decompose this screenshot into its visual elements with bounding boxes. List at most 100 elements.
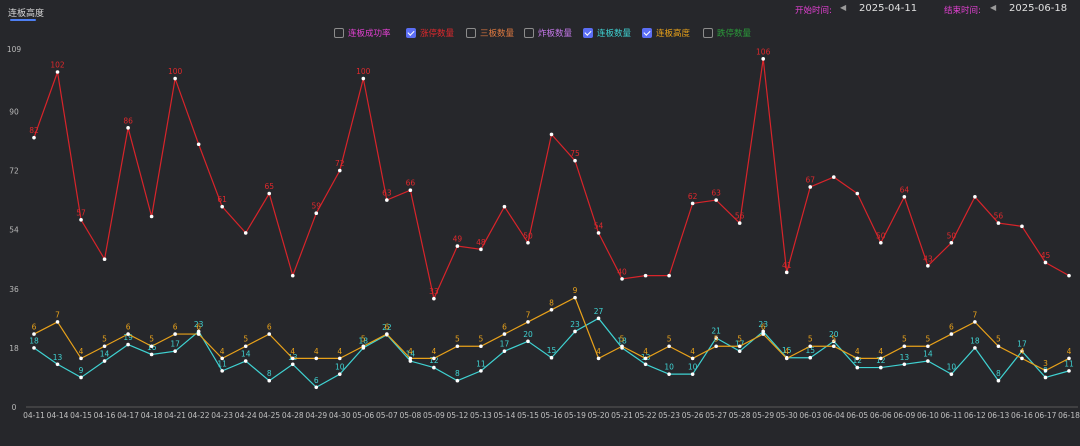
data-point — [173, 349, 177, 353]
data-label: 22 — [382, 323, 392, 332]
checkbox-icon[interactable] — [524, 28, 534, 38]
checkbox-icon[interactable] — [703, 28, 713, 38]
data-point — [1067, 356, 1071, 361]
data-label: 4 — [784, 347, 789, 356]
data-label: 18 — [970, 336, 980, 345]
data-point — [549, 307, 554, 312]
data-label: 5 — [102, 335, 107, 344]
data-label: 3 — [1043, 359, 1048, 368]
data-point — [502, 332, 507, 336]
start-date-value[interactable]: 2025-04-11 — [859, 3, 918, 14]
checkbox-icon[interactable] — [466, 28, 476, 38]
data-label: 5 — [243, 335, 248, 344]
data-label: 6 — [196, 323, 201, 332]
data-label: 54 — [594, 221, 604, 230]
data-label: 18 — [29, 336, 39, 345]
data-label: 5 — [714, 335, 719, 344]
data-point — [243, 359, 248, 363]
data-point — [714, 198, 718, 202]
data-label: 66 — [406, 179, 416, 188]
data-point — [408, 188, 413, 193]
y-tick-label: 90 — [9, 107, 19, 116]
data-label: 15 — [547, 346, 557, 355]
x-tick-label: 05-09 — [423, 411, 445, 420]
x-tick-label: 05-27 — [705, 411, 727, 420]
data-point — [973, 320, 977, 324]
x-tick-label: 05-08 — [399, 411, 421, 420]
data-point — [173, 332, 177, 336]
data-label: 67 — [805, 175, 815, 184]
data-point — [55, 70, 60, 74]
data-point — [1020, 356, 1024, 361]
data-label: 4 — [79, 347, 84, 356]
data-label: 4 — [1020, 347, 1025, 356]
data-point — [667, 372, 671, 376]
checkbox-icon[interactable] — [642, 28, 652, 38]
legend-item-consecutive[interactable]: 连板数量 — [583, 26, 631, 40]
data-point — [79, 356, 83, 361]
data-point — [761, 329, 766, 334]
data-label: 20 — [829, 330, 839, 339]
data-point — [149, 344, 154, 349]
data-label: 4 — [337, 347, 342, 356]
data-point — [526, 339, 530, 344]
data-label: 43 — [923, 254, 933, 263]
data-point — [549, 355, 554, 360]
legend-item-broken-board[interactable]: 炸板数量 — [524, 26, 572, 40]
data-point — [432, 296, 436, 301]
x-tick-label: 05-12 — [447, 411, 469, 420]
data-point — [761, 332, 766, 336]
y-tick-label: 0 — [12, 403, 17, 412]
data-point — [573, 329, 577, 334]
data-label: 48 — [476, 238, 486, 247]
data-label: 23 — [570, 320, 580, 329]
data-point — [643, 356, 648, 361]
data-point — [714, 336, 718, 340]
legend-item-height[interactable]: 连板高度 — [642, 26, 690, 40]
legend-item-limit-down[interactable]: 跌停数量 — [703, 26, 751, 40]
data-point — [879, 240, 883, 245]
data-label: 12 — [876, 356, 886, 365]
data-label: 20 — [523, 330, 533, 339]
tab-limit-height[interactable]: 连板高度 — [8, 9, 45, 19]
data-point — [737, 349, 742, 353]
data-point — [290, 362, 295, 367]
data-label: 15 — [782, 346, 792, 355]
data-label: 6 — [267, 323, 272, 332]
data-point — [220, 356, 224, 361]
x-tick-label: 05-07 — [376, 411, 398, 420]
data-point — [761, 57, 766, 61]
x-tick-label: 04-24 — [235, 411, 257, 420]
legend-item-success-rate[interactable]: 连板成功率 — [334, 26, 391, 40]
x-tick-label: 04-17 — [117, 411, 139, 420]
data-point — [784, 270, 789, 275]
data-label: 33 — [429, 287, 439, 296]
data-label: 56 — [735, 212, 745, 221]
data-point — [126, 332, 130, 336]
data-point — [855, 356, 860, 361]
data-label: 10 — [947, 363, 957, 372]
legend-item-third-board[interactable]: 三板数量 — [466, 26, 514, 40]
data-label: 5 — [925, 335, 930, 344]
data-label: 17 — [735, 340, 745, 349]
data-label: 50 — [876, 231, 886, 240]
data-point — [408, 356, 413, 361]
x-tick-label: 04-14 — [47, 411, 69, 420]
data-point — [996, 378, 1001, 383]
checkbox-icon[interactable] — [583, 28, 593, 38]
data-label: 65 — [264, 182, 274, 191]
data-label: 40 — [617, 267, 627, 276]
data-label: 27 — [594, 307, 604, 316]
legend-item-limit-up[interactable]: 涨停数量 — [406, 26, 454, 40]
checkbox-icon[interactable] — [334, 28, 344, 38]
data-point — [337, 168, 342, 173]
legend-label: 涨停数量 — [420, 29, 455, 39]
checkbox-icon[interactable] — [406, 28, 416, 38]
data-label: 49 — [453, 235, 463, 244]
data-point — [126, 342, 130, 347]
start-prev-icon[interactable]: ◀ — [840, 3, 847, 12]
end-prev-icon[interactable]: ◀ — [990, 3, 997, 12]
x-tick-label: 05-20 — [588, 411, 610, 420]
end-date-value[interactable]: 2025-06-18 — [1009, 3, 1068, 14]
data-label: 5 — [808, 335, 813, 344]
